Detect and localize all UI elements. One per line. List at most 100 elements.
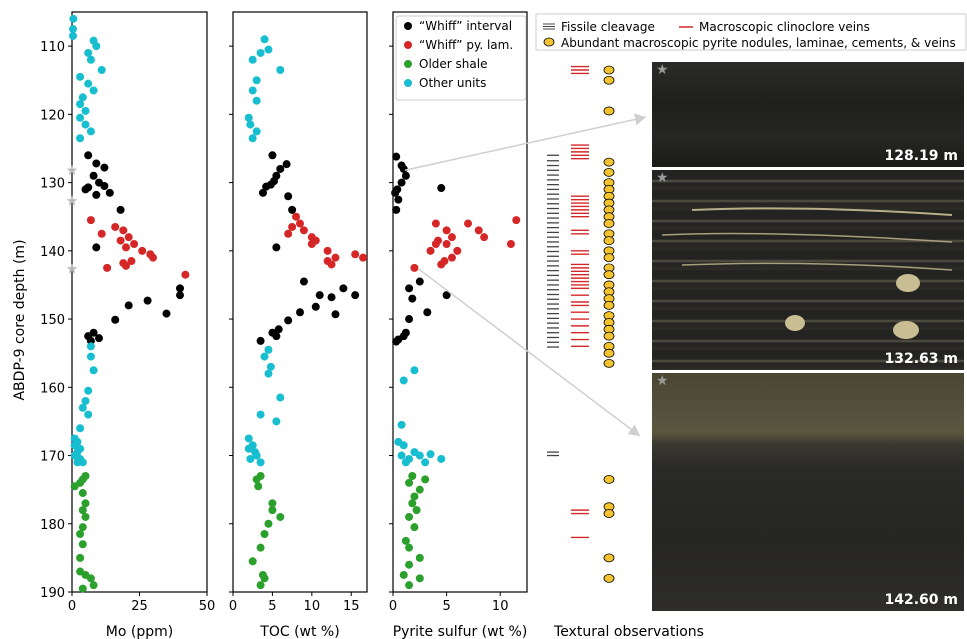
data-point — [391, 189, 399, 197]
data-point — [246, 121, 254, 129]
data-point — [272, 417, 280, 425]
legend-marker — [404, 60, 412, 68]
data-point — [257, 49, 265, 57]
data-point — [257, 458, 265, 466]
data-point — [267, 363, 275, 371]
data-point — [84, 411, 92, 419]
data-point — [507, 240, 515, 248]
fissile-legend-label: Fissile cleavage — [561, 20, 655, 34]
data-point — [249, 56, 257, 64]
data-point — [410, 264, 418, 272]
pyrite-mark — [604, 475, 614, 483]
data-point — [181, 271, 189, 279]
data-point — [103, 264, 111, 272]
data-point — [82, 397, 90, 405]
y-tick-label: 190 — [40, 586, 65, 601]
data-point — [300, 226, 308, 234]
vein-legend-label: Macroscopic clinoclore veins — [699, 20, 870, 34]
star-marker: ★ — [66, 262, 79, 278]
data-point — [87, 56, 95, 64]
y-tick-label: 140 — [40, 245, 65, 260]
y-tick-label: 120 — [40, 108, 65, 123]
data-point — [257, 581, 265, 589]
x-tick-label: 0 — [389, 599, 397, 614]
data-point — [117, 206, 125, 214]
data-point — [434, 237, 442, 245]
data-point — [253, 127, 261, 135]
x-tick-label: 0 — [68, 599, 76, 614]
data-point — [87, 574, 95, 582]
data-point — [257, 337, 265, 345]
pyrite-mark — [604, 76, 614, 84]
pyrite-mark — [604, 332, 614, 340]
data-point — [163, 310, 171, 318]
data-point — [259, 189, 267, 197]
data-point — [331, 254, 339, 262]
core-photo-3: ★ 142.60 m — [652, 373, 964, 611]
data-point — [92, 243, 100, 251]
data-point — [82, 107, 90, 115]
data-point — [410, 492, 418, 500]
data-point — [421, 475, 429, 483]
x-tick-label: 50 — [199, 599, 216, 614]
data-point — [405, 284, 413, 292]
data-point — [480, 233, 488, 241]
pyrite-mark — [604, 254, 614, 262]
data-point — [443, 240, 451, 248]
pyrite-mark — [604, 349, 614, 357]
data-point — [416, 486, 424, 494]
data-point — [76, 73, 84, 81]
data-point — [308, 240, 316, 248]
data-point — [276, 394, 284, 402]
data-point — [296, 220, 304, 228]
data-point — [398, 452, 406, 460]
data-point — [82, 121, 90, 129]
data-point — [98, 230, 106, 238]
data-point — [464, 220, 472, 228]
data-point — [76, 114, 84, 122]
pyrite-mark — [604, 66, 614, 74]
photo-depth-label: 132.63 m — [885, 351, 959, 367]
x-tick-label: 0 — [229, 599, 237, 614]
data-point — [300, 278, 308, 286]
data-point — [76, 530, 84, 538]
data-point — [324, 247, 332, 255]
data-point — [79, 523, 87, 531]
data-point — [405, 315, 413, 323]
data-point — [79, 489, 87, 497]
data-point — [416, 574, 424, 582]
data-point — [423, 308, 431, 316]
legend-entry: Other units — [419, 76, 486, 90]
plot-frame — [72, 12, 207, 592]
data-point — [427, 247, 435, 255]
data-point — [408, 295, 416, 303]
data-point — [331, 310, 339, 318]
data-point — [402, 458, 410, 466]
data-point — [87, 353, 95, 361]
data-point — [448, 254, 456, 262]
data-point — [261, 530, 269, 538]
pyrite-mark — [604, 301, 614, 309]
data-point — [405, 544, 413, 552]
x-axis-label: TOC (wt %) — [259, 624, 339, 639]
data-point — [283, 160, 291, 168]
star-icon: ★ — [656, 373, 669, 389]
pyrite-mark — [604, 220, 614, 228]
photo-depth-label: 128.19 m — [885, 148, 959, 164]
data-point — [117, 237, 125, 245]
data-point — [92, 159, 100, 167]
x-tick-label: 10 — [492, 599, 509, 614]
data-point — [111, 223, 119, 231]
data-point — [71, 482, 79, 490]
core-photo-2: ★ 132.63 m — [652, 170, 964, 370]
data-point — [394, 196, 402, 204]
y-tick-label: 110 — [40, 40, 65, 55]
data-point — [410, 366, 418, 374]
data-point — [246, 455, 254, 463]
data-point — [284, 316, 292, 324]
data-point — [410, 523, 418, 531]
data-point — [111, 316, 119, 324]
data-point — [253, 97, 261, 105]
data-point — [264, 520, 272, 528]
data-point — [122, 262, 130, 270]
